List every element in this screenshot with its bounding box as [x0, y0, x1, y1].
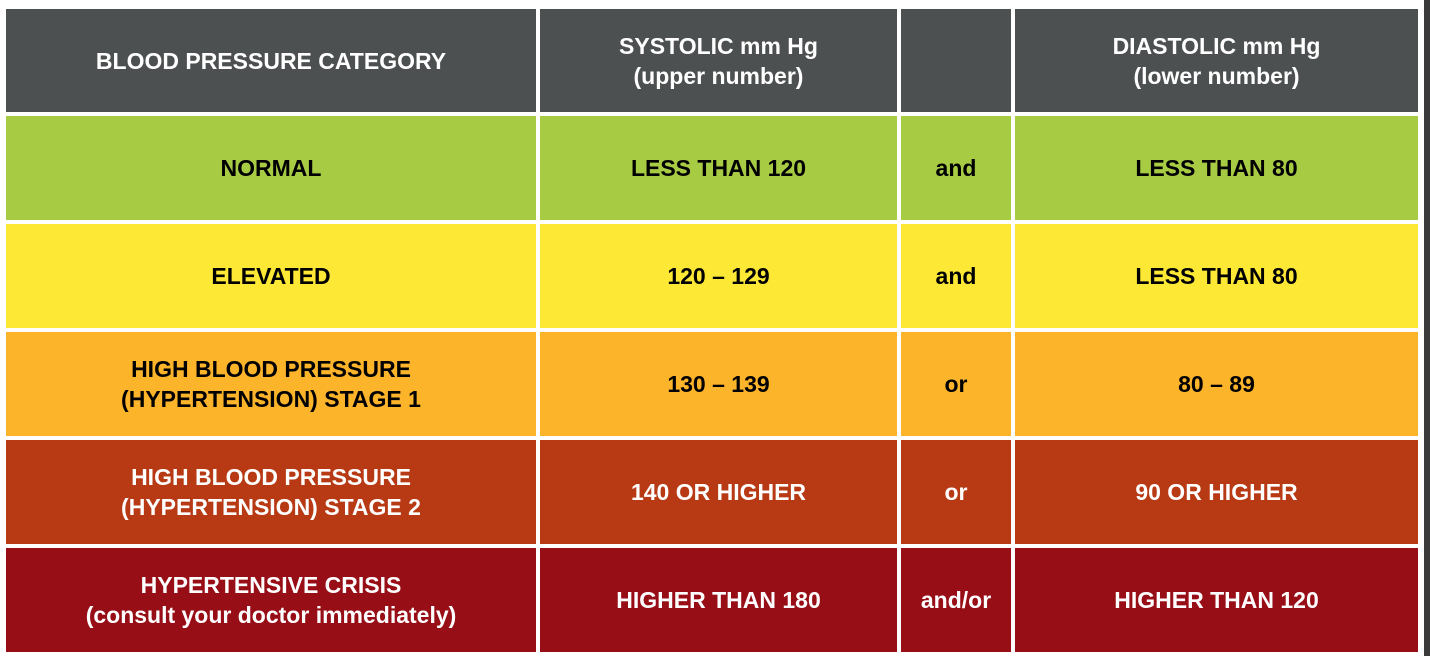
category-label: HIGH BLOOD PRESSURE [131, 464, 411, 490]
table-header-row: BLOOD PRESSURE CATEGORY SYSTOLIC mm Hg (… [6, 9, 1418, 112]
category-cell: HIGH BLOOD PRESSURE (HYPERTENSION) STAGE… [6, 332, 536, 436]
conjunction-cell: or [901, 440, 1011, 544]
diastolic-cell: LESS THAN 80 [1015, 224, 1418, 328]
diastolic-cell: HIGHER THAN 120 [1015, 548, 1418, 652]
category-sublabel: (consult your doctor immediately) [85, 602, 457, 628]
systolic-cell: HIGHER THAN 180 [540, 548, 897, 652]
table-row-crisis: HYPERTENSIVE CRISIS (consult your doctor… [6, 548, 1418, 652]
conjunction-cell: and/or [901, 548, 1011, 652]
category-sublabel: (HYPERTENSION) STAGE 1 [121, 386, 421, 412]
header-diastolic-sublabel: (lower number) [1133, 62, 1300, 89]
header-diastolic: DIASTOLIC mm Hg (lower number) [1015, 9, 1418, 112]
systolic-cell: 130 – 139 [540, 332, 897, 436]
category-cell: ELEVATED [6, 224, 536, 328]
header-systolic: SYSTOLIC mm Hg (upper number) [540, 9, 897, 112]
diastolic-cell: 80 – 89 [1015, 332, 1418, 436]
diastolic-cell: LESS THAN 80 [1015, 116, 1418, 220]
category-label: NORMAL [220, 155, 322, 181]
header-systolic-label: SYSTOLIC mm Hg [619, 32, 818, 59]
systolic-cell: LESS THAN 120 [540, 116, 897, 220]
conjunction-cell: and [901, 224, 1011, 328]
header-category: BLOOD PRESSURE CATEGORY [6, 9, 536, 112]
conjunction-cell: or [901, 332, 1011, 436]
category-cell: HYPERTENSIVE CRISIS (consult your doctor… [6, 548, 536, 652]
category-sublabel: (HYPERTENSION) STAGE 2 [121, 494, 421, 520]
systolic-cell: 140 OR HIGHER [540, 440, 897, 544]
diastolic-cell: 90 OR HIGHER [1015, 440, 1418, 544]
category-label: HIGH BLOOD PRESSURE [131, 356, 411, 382]
category-cell: NORMAL [6, 116, 536, 220]
table-row-stage2: HIGH BLOOD PRESSURE (HYPERTENSION) STAGE… [6, 440, 1418, 544]
category-label: HYPERTENSIVE CRISIS [140, 572, 402, 598]
category-cell: HIGH BLOOD PRESSURE (HYPERTENSION) STAGE… [6, 440, 536, 544]
table-row-stage1: HIGH BLOOD PRESSURE (HYPERTENSION) STAGE… [6, 332, 1418, 436]
header-category-label: BLOOD PRESSURE CATEGORY [95, 47, 447, 74]
conjunction-cell: and [901, 116, 1011, 220]
table-row-elevated: ELEVATED 120 – 129 and LESS THAN 80 [6, 224, 1418, 328]
systolic-cell: 120 – 129 [540, 224, 897, 328]
category-label: ELEVATED [211, 263, 331, 289]
header-systolic-sublabel: (upper number) [633, 62, 804, 89]
blood-pressure-table: BLOOD PRESSURE CATEGORY SYSTOLIC mm Hg (… [2, 5, 1422, 656]
header-conjunction [901, 9, 1011, 112]
window-edge [1424, 0, 1430, 656]
table-row-normal: NORMAL LESS THAN 120 and LESS THAN 80 [6, 116, 1418, 220]
header-diastolic-label: DIASTOLIC mm Hg [1112, 32, 1321, 59]
